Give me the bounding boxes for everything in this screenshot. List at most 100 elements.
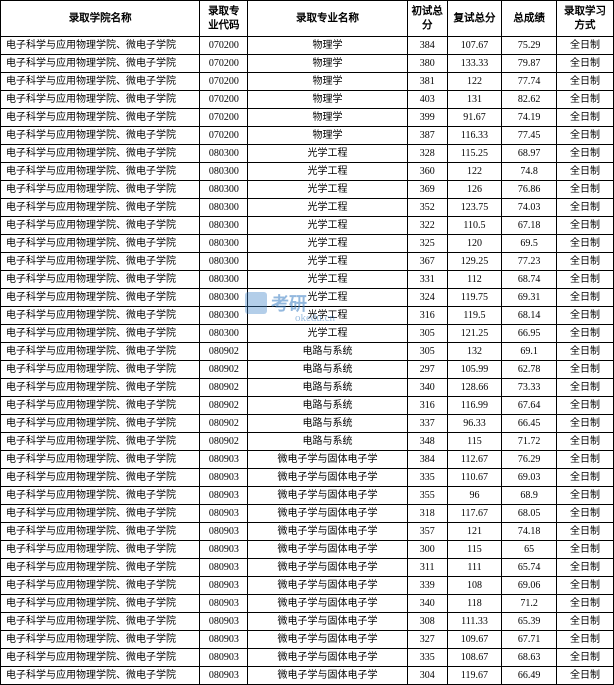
cell-code: 070200 <box>200 91 248 109</box>
table-row: 电子科学与应用物理学院、微电子学院070200物理学384107.6775.29… <box>1 37 614 55</box>
cell-score2: 112.67 <box>447 451 502 469</box>
cell-mode: 全日制 <box>557 541 614 559</box>
table-row: 电子科学与应用物理学院、微电子学院070200物理学38112277.74全日制 <box>1 73 614 91</box>
cell-major: 物理学 <box>248 37 408 55</box>
cell-mode: 全日制 <box>557 253 614 271</box>
cell-major: 物理学 <box>248 127 408 145</box>
cell-score2: 109.67 <box>447 631 502 649</box>
table-row: 电子科学与应用物理学院、微电子学院080902电路与系统33796.3366.4… <box>1 415 614 433</box>
cell-code: 080300 <box>200 199 248 217</box>
cell-code: 070200 <box>200 37 248 55</box>
table-row: 电子科学与应用物理学院、微电子学院080902电路与系统316116.9967.… <box>1 397 614 415</box>
cell-mode: 全日制 <box>557 55 614 73</box>
cell-school: 电子科学与应用物理学院、微电子学院 <box>1 397 200 415</box>
cell-school: 电子科学与应用物理学院、微电子学院 <box>1 253 200 271</box>
cell-total: 71.2 <box>502 595 557 613</box>
cell-score1: 322 <box>407 217 447 235</box>
table-row: 电子科学与应用物理学院、微电子学院080903微电子学与固体电子学384112.… <box>1 451 614 469</box>
cell-score2: 111 <box>447 559 502 577</box>
cell-mode: 全日制 <box>557 415 614 433</box>
table-row: 电子科学与应用物理学院、微电子学院080903微电子学与固体电子学327109.… <box>1 631 614 649</box>
cell-school: 电子科学与应用物理学院、微电子学院 <box>1 325 200 343</box>
cell-code: 080903 <box>200 631 248 649</box>
cell-major: 微电子学与固体电子学 <box>248 577 408 595</box>
cell-total: 68.97 <box>502 145 557 163</box>
cell-major: 微电子学与固体电子学 <box>248 469 408 487</box>
cell-mode: 全日制 <box>557 127 614 145</box>
cell-total: 68.74 <box>502 271 557 289</box>
cell-code: 080902 <box>200 361 248 379</box>
cell-mode: 全日制 <box>557 145 614 163</box>
cell-school: 电子科学与应用物理学院、微电子学院 <box>1 649 200 667</box>
cell-total: 69.31 <box>502 289 557 307</box>
cell-mode: 全日制 <box>557 289 614 307</box>
cell-score2: 120 <box>447 235 502 253</box>
table-row: 电子科学与应用物理学院、微电子学院080300光学工程36912676.86全日… <box>1 181 614 199</box>
cell-score2: 119.67 <box>447 667 502 685</box>
table-row: 电子科学与应用物理学院、微电子学院080902电路与系统30513269.1全日… <box>1 343 614 361</box>
cell-total: 66.95 <box>502 325 557 343</box>
cell-score2: 115.25 <box>447 145 502 163</box>
cell-major: 电路与系统 <box>248 343 408 361</box>
cell-code: 080903 <box>200 577 248 595</box>
table-row: 电子科学与应用物理学院、微电子学院080903微电子学与固体电子学3391086… <box>1 577 614 595</box>
cell-major: 电路与系统 <box>248 415 408 433</box>
cell-major: 光学工程 <box>248 199 408 217</box>
cell-major: 光学工程 <box>248 307 408 325</box>
cell-mode: 全日制 <box>557 523 614 541</box>
cell-code: 080903 <box>200 487 248 505</box>
cell-score2: 110.67 <box>447 469 502 487</box>
cell-total: 76.29 <box>502 451 557 469</box>
table-row: 电子科学与应用物理学院、微电子学院080903微电子学与固体电子学308111.… <box>1 613 614 631</box>
cell-major: 电路与系统 <box>248 433 408 451</box>
cell-total: 65.74 <box>502 559 557 577</box>
cell-code: 070200 <box>200 73 248 91</box>
cell-score1: 369 <box>407 181 447 199</box>
cell-score2: 111.33 <box>447 613 502 631</box>
cell-code: 080300 <box>200 271 248 289</box>
cell-school: 电子科学与应用物理学院、微电子学院 <box>1 343 200 361</box>
cell-score2: 115 <box>447 541 502 559</box>
col-header-score2: 复试总分 <box>447 1 502 37</box>
cell-school: 电子科学与应用物理学院、微电子学院 <box>1 559 200 577</box>
cell-total: 68.63 <box>502 649 557 667</box>
cell-total: 68.14 <box>502 307 557 325</box>
cell-code: 080300 <box>200 217 248 235</box>
cell-mode: 全日制 <box>557 91 614 109</box>
cell-total: 67.64 <box>502 397 557 415</box>
cell-score1: 311 <box>407 559 447 577</box>
cell-school: 电子科学与应用物理学院、微电子学院 <box>1 487 200 505</box>
cell-school: 电子科学与应用物理学院、微电子学院 <box>1 37 200 55</box>
cell-major: 微电子学与固体电子学 <box>248 595 408 613</box>
col-header-total: 总成绩 <box>502 1 557 37</box>
cell-total: 77.74 <box>502 73 557 91</box>
table-row: 电子科学与应用物理学院、微电子学院080300光学工程367129.2577.2… <box>1 253 614 271</box>
cell-major: 电路与系统 <box>248 397 408 415</box>
cell-total: 76.86 <box>502 181 557 199</box>
cell-major: 微电子学与固体电子学 <box>248 451 408 469</box>
cell-school: 电子科学与应用物理学院、微电子学院 <box>1 631 200 649</box>
table-row: 电子科学与应用物理学院、微电子学院070200物理学39991.6774.19全… <box>1 109 614 127</box>
cell-score1: 340 <box>407 379 447 397</box>
cell-total: 69.1 <box>502 343 557 361</box>
cell-code: 070200 <box>200 127 248 145</box>
cell-score2: 115 <box>447 433 502 451</box>
cell-code: 080300 <box>200 307 248 325</box>
cell-score2: 128.66 <box>447 379 502 397</box>
cell-major: 光学工程 <box>248 325 408 343</box>
cell-major: 光学工程 <box>248 253 408 271</box>
cell-mode: 全日制 <box>557 271 614 289</box>
cell-score2: 96.33 <box>447 415 502 433</box>
cell-total: 69.5 <box>502 235 557 253</box>
cell-major: 微电子学与固体电子学 <box>248 559 408 577</box>
cell-score1: 360 <box>407 163 447 181</box>
cell-score1: 328 <box>407 145 447 163</box>
cell-score2: 119.5 <box>447 307 502 325</box>
cell-mode: 全日制 <box>557 181 614 199</box>
cell-school: 电子科学与应用物理学院、微电子学院 <box>1 181 200 199</box>
table-row: 电子科学与应用物理学院、微电子学院070200物理学387116.3377.45… <box>1 127 614 145</box>
cell-score2: 117.67 <box>447 505 502 523</box>
cell-total: 75.29 <box>502 37 557 55</box>
cell-mode: 全日制 <box>557 469 614 487</box>
cell-major: 光学工程 <box>248 217 408 235</box>
